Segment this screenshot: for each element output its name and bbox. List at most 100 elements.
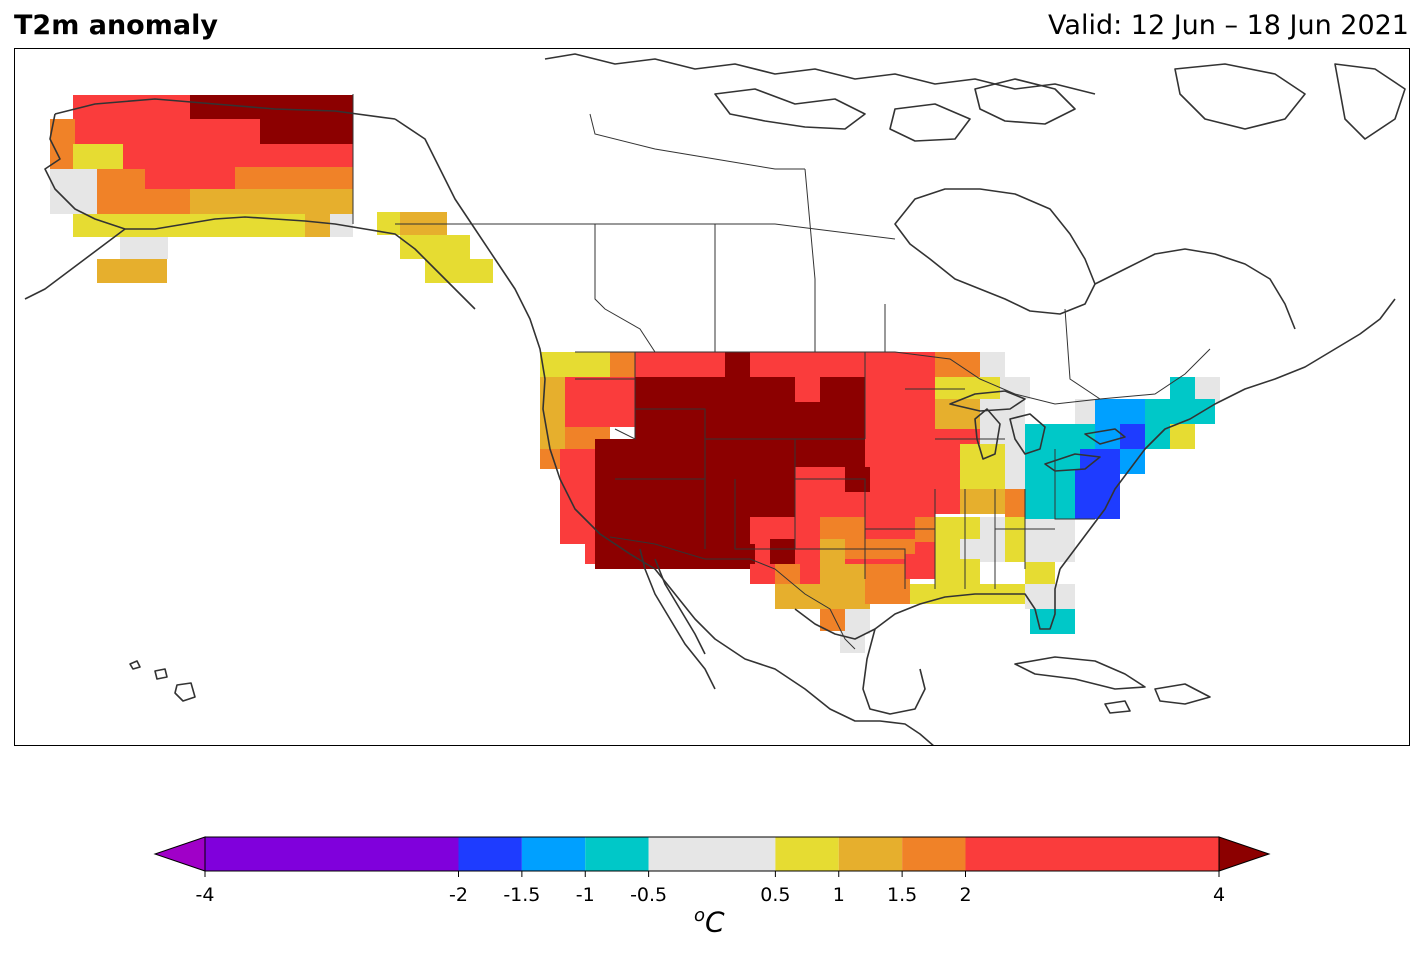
anomaly-cell-us [820,564,865,584]
anomaly-cell-alaska [97,169,145,214]
anomaly-cell-us [1025,424,1095,449]
anomaly-cell-us [1170,424,1195,449]
unit-letter: C [705,905,725,939]
anomaly-cell-alaska [235,167,353,189]
colorbar-tick-label: -2 [449,884,468,906]
colorbar-swatch [775,837,839,871]
valid-date-range: Valid: 12 Jun – 18 Jun 2021 [1048,10,1409,41]
colorbar-swatches [153,836,1271,872]
anomaly-cell-alaska [50,119,75,169]
anomaly-cell-us [865,564,910,584]
map-title: T2m anomaly [14,10,218,41]
great-lakes [949,390,1026,412]
colorbar-swatch [648,837,776,871]
coastline-gulf [794,568,1061,640]
coastline-alaska [54,98,396,120]
colorbar-under-arrow [153,836,206,872]
colorbar-tick-label: 1.5 [887,884,917,906]
anomaly-cell-alaska [305,214,330,237]
anomaly-cell-us [820,539,845,564]
anomaly-cell-us [1120,449,1145,474]
anomaly-cell-us [980,399,1025,444]
border-us-mexico [609,536,856,650]
anomaly-cell-us [960,539,985,559]
coastline-baja [639,548,716,690]
anomaly-cell-us [820,517,865,542]
coastline-caribbean [1014,656,1146,690]
coastline-hawaii [129,660,141,670]
anomaly-cell-us [1170,399,1215,424]
anomaly-cell-us [820,584,870,609]
colorbar-tick-label: 2 [959,884,971,906]
anomaly-cell-us [1000,377,1030,399]
anomaly-cell-us [1095,399,1145,424]
anomaly-cell-alaska [73,214,121,237]
colorbar-tick-label: -1 [576,884,595,906]
colorbar-over-arrow [1218,836,1271,872]
anomaly-cell-us [565,377,635,427]
anomaly-cell-us [795,377,820,402]
anomaly-cell-us [865,584,910,604]
colorbar-swatch [458,837,522,871]
anomaly-cell-us [1025,562,1055,587]
colorbar-tick-label: 1 [833,884,845,906]
colorbar-swatch [902,837,966,871]
colorbar-unit-label: oC [694,905,725,938]
anomaly-cell-alaska [145,167,190,189]
anomaly-cell-panhandle [425,259,493,283]
anomaly-cell-panhandle [377,212,402,235]
anomaly-cell-alaska [260,189,353,214]
anomaly-cell-alaska [190,189,260,214]
anomaly-map [14,48,1410,746]
anomaly-cell-us [1195,377,1220,402]
anomaly-cell-us [845,609,870,634]
coastlines [24,53,1406,745]
anomaly-cell-us [540,427,565,450]
anomaly-cell-alaska [73,144,123,169]
colorbar-ticks: -4 -2 -1.5 -1 -0.5 0.5 1 1.5 2 4 [196,871,1225,906]
colorbar-swatch [838,837,903,871]
colorbar-tick-label: -0.5 [630,884,667,906]
unit-superscript: o [694,905,706,926]
us-state-lines [575,352,1095,589]
border-us-canada [395,223,896,240]
anomaly-cell-alaska [145,189,190,214]
coastline-hudson [894,188,1096,315]
anomaly-cell-us [770,539,795,564]
anomaly-cell-us [935,562,980,584]
anomaly-cell-us [905,554,935,579]
anomaly-cell-us [935,489,960,514]
colorbar-tick-label: 4 [1213,884,1225,906]
anomaly-cell-alaska [190,95,353,119]
anomaly-cell-panhandle [400,235,470,259]
anomaly-cell-us [610,352,635,377]
anomaly-cell-us [980,517,1005,562]
colorbar-swatch [585,837,649,871]
coastline-atlantic [1059,298,1396,570]
coastline-arctic [544,53,1096,95]
anomaly-cell-us [840,631,865,653]
borders [352,94,1211,650]
colorbar: -4 -2 -1.5 -1 -0.5 0.5 1 1.5 2 4 [153,836,1271,906]
anomaly-cell-alaska [97,259,167,283]
anomaly-cell-alaska [120,237,168,259]
anomaly-cell-us [980,444,1005,494]
colorbar-tick-label: 0.5 [760,884,790,906]
anomaly-cell-us [1025,517,1075,562]
colorbar-tick-label: -4 [196,884,215,906]
anomaly-map-canvas [24,53,1406,745]
coastline-pacific [394,118,934,745]
anomaly-cell-us [725,352,750,377]
colorbar-tick-label: -1.5 [503,884,540,906]
anomaly-cell-us [1095,424,1120,449]
colorbar-swatch [205,837,459,871]
colorbar-outline [204,836,1220,872]
anomaly-cell-us [1025,494,1075,519]
anomaly-cell-us [775,564,800,584]
colorbar-swatch [965,837,1219,871]
colorbar-swatch [521,837,586,871]
anomaly-cell-us [980,352,1005,377]
anomaly-cell-us [935,399,980,429]
anomaly-cell-us [1145,399,1170,424]
anomaly-cell-alaska [260,119,353,144]
